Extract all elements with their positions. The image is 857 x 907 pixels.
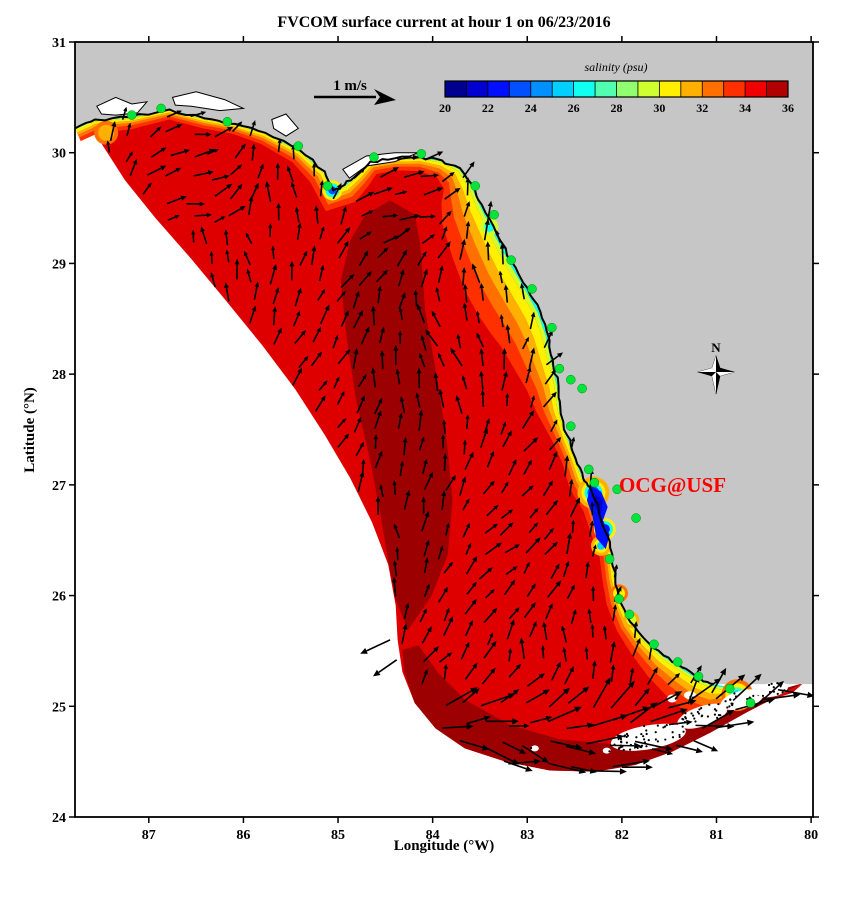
y-tick-label: 27 (52, 479, 66, 494)
colorbar-tick-label: 24 (525, 101, 537, 115)
x-tick-label: 83 (520, 828, 534, 843)
station-dot (127, 110, 137, 120)
colorbar: 20 22 24 26 28 30 32 34 36 (439, 80, 794, 115)
compass-star-white-w (698, 368, 716, 372)
station-dot (566, 374, 576, 385)
station-dot (322, 181, 333, 191)
station-dot (612, 484, 622, 495)
axes-layer: 87 86 85 84 83 82 81 80 31 30 29 28 27 26 25 24 (52, 36, 819, 843)
station-dot (745, 698, 756, 708)
station-dot (416, 149, 427, 159)
colorbar-tick-label: 30 (653, 101, 665, 115)
y-tick-label: 29 (52, 257, 66, 272)
plot-title: FVCOM surface current at hour 1 on 06/23… (277, 14, 610, 31)
station-dot (584, 464, 594, 475)
station-dot (724, 683, 735, 694)
y-tick-label: 31 (52, 36, 66, 51)
colorbar-cell (766, 81, 789, 97)
x-tick-label: 82 (615, 828, 629, 843)
x-tick-label: 84 (426, 828, 440, 843)
y-tick-label: 26 (52, 590, 66, 605)
station-dot (672, 657, 683, 667)
compass-star-white-n (712, 356, 716, 372)
colorbar-tick-label: 26 (568, 101, 580, 115)
scale-arrow-label: 1 m/s (333, 78, 367, 94)
colorbar-cell (530, 81, 553, 97)
colorbar-tick-label: 28 (611, 101, 623, 115)
x-tick-label: 87 (142, 828, 156, 843)
colorbar-tick-label: 20 (439, 101, 451, 115)
y-tick-label: 28 (52, 368, 66, 383)
compass-north-label: N (711, 340, 721, 355)
station-dot (156, 103, 166, 114)
colorbar-cell (573, 81, 596, 97)
colorbar-tick-label: 36 (782, 101, 794, 115)
colorbar-cell (552, 81, 575, 97)
x-tick-label: 85 (331, 828, 345, 843)
colorbar-cell (659, 81, 682, 97)
x-tick-label: 86 (236, 828, 250, 843)
station-dot (577, 383, 587, 394)
station-dot (293, 141, 304, 151)
station-dot (649, 639, 659, 650)
watermark-text: OCG@USF (619, 473, 726, 497)
colorbar-cell (723, 81, 746, 97)
colorbar-cell (509, 81, 532, 97)
colorbar-label: salinity (psu) (585, 60, 648, 74)
colorbar-cell (616, 81, 639, 97)
colorbar-tick-label: 22 (482, 101, 494, 115)
current-vectors (106, 106, 813, 775)
colorbar-cell (637, 81, 660, 97)
colorbar-cell (745, 81, 768, 97)
station-dot (470, 181, 480, 191)
colorbar-cell (466, 81, 489, 97)
station-dots (127, 103, 756, 708)
station-dot (554, 363, 565, 374)
scale-arrow: 1 m/s (314, 78, 396, 105)
station-dot (604, 554, 615, 564)
station-dot (547, 322, 557, 333)
colorbar-cell (702, 81, 725, 97)
station-dot (589, 477, 600, 488)
x-tick-label: 80 (804, 828, 818, 843)
compass-star-white-e (716, 372, 734, 376)
station-dot (506, 255, 516, 265)
colorbar-cell (445, 81, 467, 97)
colorbar-tick-label: 34 (739, 101, 751, 115)
station-dot (631, 513, 641, 523)
compass-star-white-s (712, 372, 716, 394)
map-layers (75, 42, 813, 817)
station-dot (693, 671, 704, 682)
station-dot (624, 609, 635, 620)
y-axis-label: Latitude (°N) (22, 387, 38, 473)
colorbar-cell (680, 81, 703, 97)
land-mass (75, 42, 813, 685)
x-tick-label: 81 (709, 828, 723, 843)
colorbar-tick-label: 32 (696, 101, 708, 115)
station-dot (489, 209, 499, 220)
islands-keys (530, 682, 789, 754)
station-dot (566, 421, 576, 431)
compass-rose: N (696, 340, 736, 395)
colorbar-cell (595, 81, 617, 97)
station-dot (222, 116, 233, 127)
y-tick-label: 25 (52, 700, 66, 715)
x-axis-label: Longitude (°W) (394, 838, 495, 854)
station-dot (369, 152, 379, 162)
station-dot (527, 284, 537, 294)
y-tick-label: 30 (52, 147, 66, 162)
station-dot (614, 594, 624, 604)
colorbar-cell (487, 81, 510, 97)
scale-arrow-head-icon (374, 89, 396, 105)
y-tick-label: 24 (52, 811, 66, 826)
